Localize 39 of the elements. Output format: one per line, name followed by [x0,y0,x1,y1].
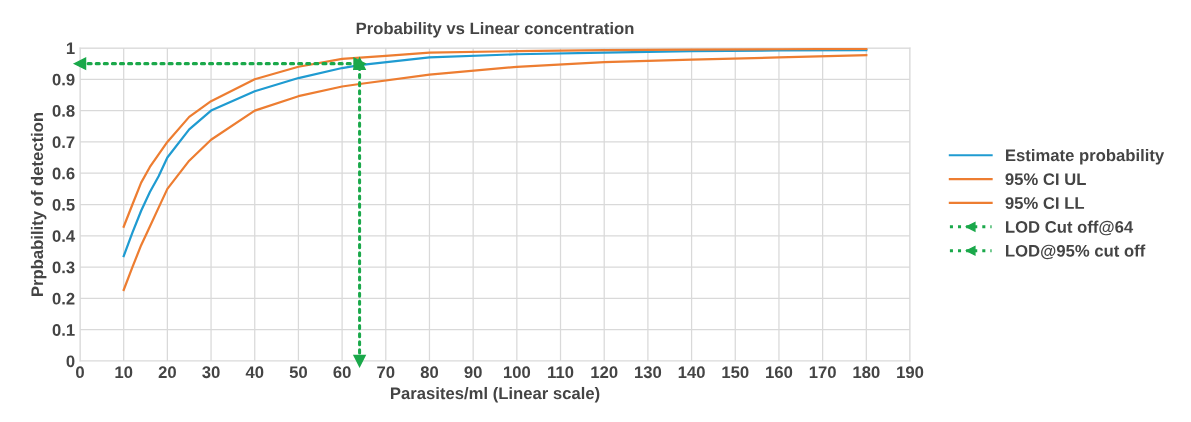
chart-title: Probability vs Linear concentration [356,22,634,38]
x-tick-label: 10 [115,366,133,379]
x-tick-label: 30 [202,366,220,379]
x-tick-label: 0 [76,366,84,379]
legend-label: LOD@95% cut off [1006,244,1146,260]
x-tick-label: 60 [333,366,351,379]
y-tick-label: 1 [66,42,75,55]
legend-label: LOD Cut off@64 [1006,220,1134,236]
x-tick-label: 50 [289,366,308,379]
y-tick-label: 0 [66,355,75,368]
x-tick-label: 100 [503,366,531,379]
x-tick-label: 40 [245,366,264,379]
x-tick-label: 170 [809,366,836,379]
y-axis-title: Prpbability of detection [30,112,47,296]
y-tick-label: 0.3 [52,261,75,274]
y-tick-label: 0.2 [52,292,75,305]
legend-label: Estimate probability [1006,148,1165,165]
y-tick-label: 0.9 [52,73,75,86]
y-tick-label: 0.1 [52,324,75,336]
x-tick-label: 180 [853,366,880,379]
y-tick-label: 0.4 [52,230,76,242]
y-tick-label: 0.5 [52,198,75,211]
x-tick-label: 80 [420,366,439,379]
x-tick-label: 90 [464,366,482,379]
x-tick-label: 140 [678,366,705,379]
x-tick-label: 160 [766,366,793,379]
y-tick-label: 0.7 [52,136,75,149]
x-tick-label: 110 [548,366,574,379]
x-tick-label: 190 [897,366,924,379]
x-tick-label: 130 [635,366,662,379]
x-tick-label: 20 [158,366,176,379]
x-tick-label: 120 [591,366,618,379]
y-tick-label: 0.6 [52,167,75,180]
legend-label: 95% CI LL [1005,197,1085,209]
x-tick-label: 150 [722,366,749,379]
legend-label: 95% CI UL [1005,173,1086,186]
x-axis-title: Parasites/ml (Linear scale) [390,386,600,403]
x-tick-label: 70 [377,366,395,379]
y-tick-label: 0.8 [52,105,75,117]
